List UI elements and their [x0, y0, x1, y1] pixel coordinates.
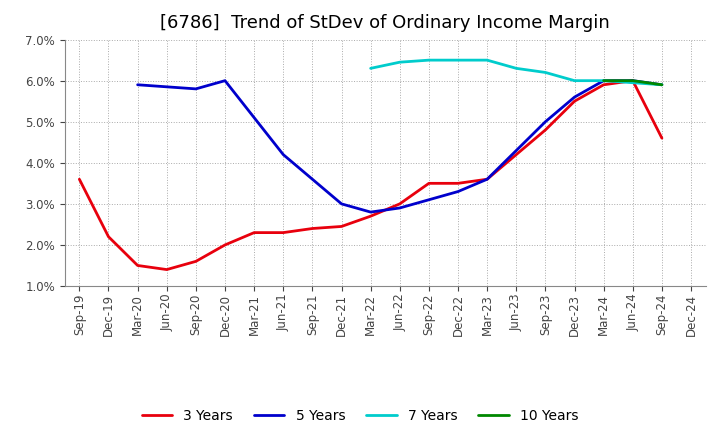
10 Years [657, 82, 666, 88]
3 Years [366, 213, 375, 219]
5 Years [629, 78, 637, 83]
Title: [6786]  Trend of StDev of Ordinary Income Margin: [6786] Trend of StDev of Ordinary Income… [161, 15, 610, 33]
Line: 3 Years: 3 Years [79, 81, 662, 270]
5 Years [163, 84, 171, 89]
5 Years [337, 201, 346, 206]
3 Years [308, 226, 317, 231]
5 Years [454, 189, 462, 194]
3 Years [512, 152, 521, 157]
10 Years [599, 78, 608, 83]
3 Years [657, 136, 666, 141]
3 Years [337, 224, 346, 229]
7 Years [483, 58, 492, 63]
5 Years [541, 119, 550, 125]
7 Years [425, 58, 433, 63]
10 Years [629, 78, 637, 83]
5 Years [250, 115, 258, 120]
5 Years [599, 78, 608, 83]
7 Years [599, 78, 608, 83]
3 Years [133, 263, 142, 268]
3 Years [220, 242, 229, 248]
3 Years [541, 127, 550, 132]
7 Years [657, 82, 666, 88]
7 Years [541, 70, 550, 75]
3 Years [454, 181, 462, 186]
3 Years [250, 230, 258, 235]
3 Years [192, 259, 200, 264]
5 Years [395, 205, 404, 211]
Legend: 3 Years, 5 Years, 7 Years, 10 Years: 3 Years, 5 Years, 7 Years, 10 Years [136, 403, 584, 429]
3 Years [279, 230, 287, 235]
3 Years [425, 181, 433, 186]
7 Years [570, 78, 579, 83]
5 Years [657, 82, 666, 88]
7 Years [366, 66, 375, 71]
5 Years [279, 152, 287, 157]
7 Years [512, 66, 521, 71]
5 Years [192, 86, 200, 92]
3 Years [104, 234, 113, 239]
Line: 7 Years: 7 Years [371, 60, 662, 85]
5 Years [425, 197, 433, 202]
5 Years [366, 209, 375, 215]
Line: 5 Years: 5 Years [138, 81, 662, 212]
5 Years [133, 82, 142, 88]
3 Years [395, 201, 404, 206]
7 Years [454, 58, 462, 63]
3 Years [163, 267, 171, 272]
3 Years [629, 78, 637, 83]
7 Years [629, 80, 637, 85]
5 Years [220, 78, 229, 83]
3 Years [75, 176, 84, 182]
7 Years [395, 59, 404, 65]
3 Years [483, 176, 492, 182]
5 Years [308, 176, 317, 182]
5 Years [570, 95, 579, 100]
Line: 10 Years: 10 Years [603, 81, 662, 85]
3 Years [599, 82, 608, 88]
5 Years [512, 148, 521, 153]
3 Years [570, 99, 579, 104]
5 Years [483, 176, 492, 182]
